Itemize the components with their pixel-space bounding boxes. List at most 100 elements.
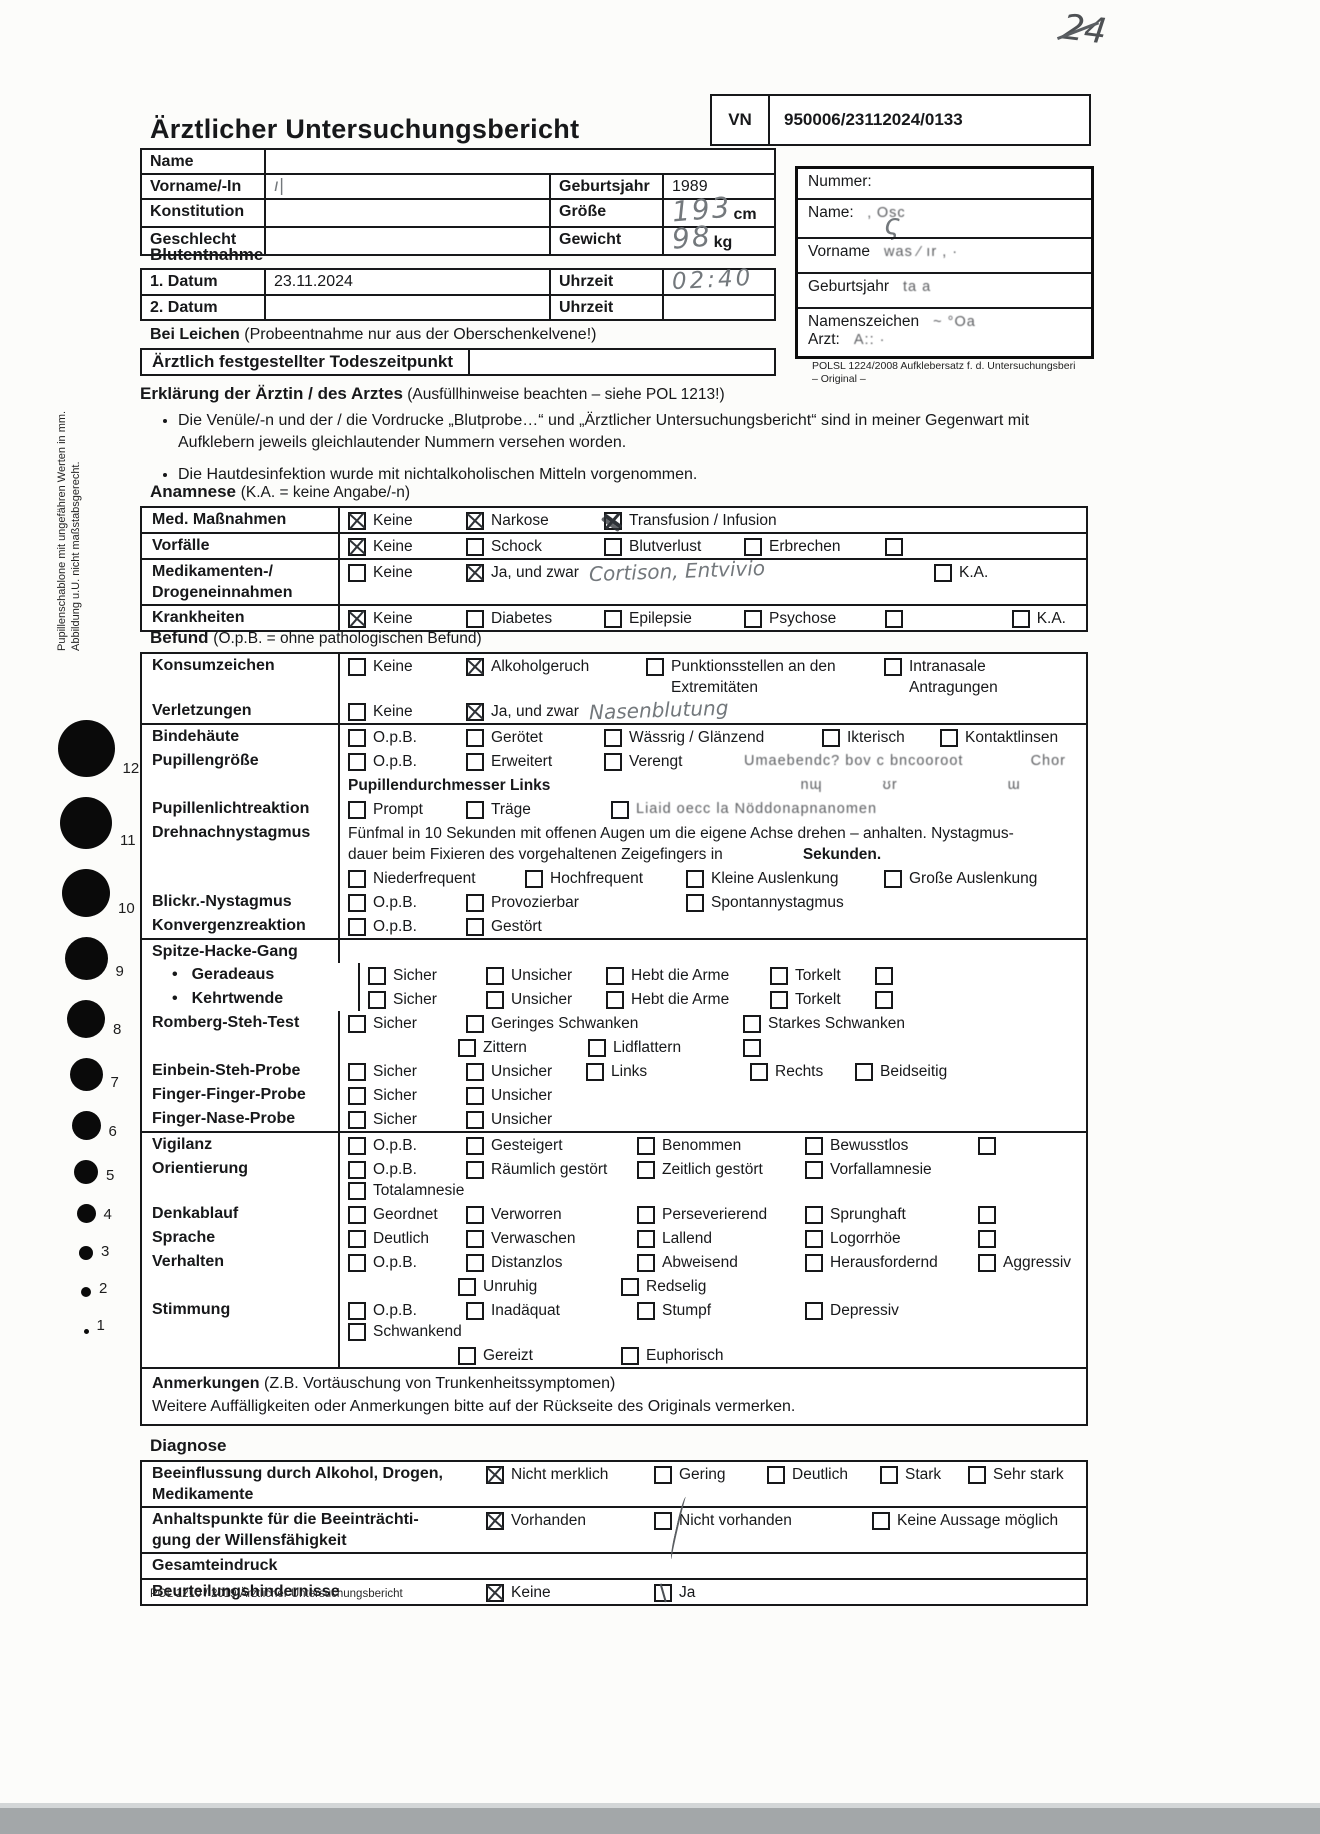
blood-draw-table: 1. Datum 23.11.2024 Uhrzeit 02:40 2. Datum Uh… — [140, 265, 776, 321]
option-item: Geringes Schwanken — [466, 1013, 735, 1034]
checkbox — [770, 991, 788, 1009]
row-label-text: Vorfälle — [152, 537, 210, 554]
checkbox — [885, 538, 903, 556]
checkbox — [743, 1015, 761, 1033]
option-item: Zittern — [458, 1037, 580, 1058]
option-label: Abweisend — [662, 1254, 738, 1271]
pupil-size-label: 2 — [99, 1280, 108, 1297]
option-label: Perseverierend — [662, 1206, 768, 1223]
option-label: Starkes Schwanken — [768, 1015, 905, 1032]
option-label: Sprunghaft — [830, 1206, 906, 1223]
checkbox — [637, 1302, 655, 1320]
smudged-print: ɯ — [1007, 777, 1021, 793]
field-label: Geschlecht — [142, 226, 264, 254]
option-item — [978, 1204, 1003, 1224]
row-label-text: Romberg-Steh-Test — [152, 1014, 300, 1031]
form-row: • Kehrtwende Sicher Unsicher Hebt die Arme To… — [142, 987, 1086, 1011]
sticker-field-label: Nummer: — [808, 173, 872, 190]
checkbox — [466, 1137, 484, 1155]
option-item: Logorrhöe — [805, 1228, 970, 1249]
row-label: Sprache — [142, 1226, 340, 1250]
option-item: Unsicher — [486, 965, 598, 986]
row-label-text: Drehnachnystagmus — [152, 824, 311, 841]
row-options: O.p.B. Provozierbar Spontannystagmus — [340, 890, 1086, 914]
checkbox — [606, 967, 624, 985]
pupil-size-label: 7 — [110, 1074, 119, 1091]
blood-draw-heading: Blutentnahme — [150, 245, 264, 264]
option-label: K.A. — [959, 564, 989, 581]
checkbox — [348, 1206, 366, 1224]
option-item: Blutverlust — [604, 536, 736, 557]
pupil-size-label: 11 — [120, 832, 136, 849]
pupil-size-template: 12 11 10 9 8 7 6 5 4 3 2 1 — [46, 720, 142, 1354]
option-item: Hochfrequent — [525, 868, 678, 889]
option-label: Deutlich — [373, 1230, 429, 1247]
option-item: Euphorisch — [621, 1345, 751, 1366]
option-label: Narkose — [491, 512, 549, 529]
option-label: Zeitlich gestört — [662, 1161, 763, 1178]
option-item: Narkose — [466, 510, 596, 531]
declaration-title: Erklärung der Ärztin / des Arztes — [140, 384, 403, 403]
option-item: Liaid oecc la Nöddonapnanomen — [611, 799, 877, 820]
anamnesis-section: Anamnese (K.A. = keine Angabe/-n) Med. M… — [140, 482, 1088, 632]
handwritten-note: Nasenblutung — [588, 695, 729, 725]
doctor-declaration: Erklärung der Ärztin / des Arztes (Ausfü… — [140, 384, 1088, 496]
form-row: Einbein-Steh-Probe Sicher Unsicher Links Rec… — [142, 1059, 1086, 1083]
handwritten-mark: ı| — [274, 176, 285, 196]
row-label — [142, 1035, 340, 1059]
form-number-footer: POL 1210 / 2019 Ärztlicher Untersuchungs… — [150, 1588, 403, 1600]
option-item: Links — [586, 1061, 742, 1082]
option-item: Verwaschen — [466, 1228, 629, 1249]
checked-checkbox — [466, 703, 484, 721]
form-row: Pupillenlichtreaktion Prompt Träge Liaid oe… — [142, 797, 1086, 821]
row-label-text: Verhalten — [152, 1253, 225, 1270]
option-item: Alkoholgeruch — [466, 656, 638, 677]
bullet-icon: • — [172, 990, 178, 1007]
checked-checkbox — [466, 658, 484, 676]
row-text-bold: Sekunden. — [802, 846, 882, 863]
row-label: Medikamenten-/ Drogeneinnahmen — [142, 560, 340, 604]
row-label-text: Med. Maßnahmen — [152, 511, 287, 528]
unit-label: kg — [713, 234, 733, 251]
pupil-circle-11 — [60, 797, 112, 849]
option-item: Unsicher — [466, 1109, 596, 1130]
option-item: Kleine Auslenkung — [686, 868, 876, 889]
row-text: dauer beim Fixieren des vorgehaltenen Ze… — [348, 846, 723, 863]
checked-checkbox — [466, 512, 484, 530]
option-item: Provozierbar — [466, 892, 678, 913]
option-label: Bewusstlos — [830, 1137, 909, 1154]
form-row: Romberg-Steh-Test Sicher Geringes Schwanke… — [142, 1011, 1086, 1035]
checkbox — [348, 1137, 366, 1155]
row-label: Stimmung — [142, 1298, 340, 1343]
corpse-note: Bei Leichen (Probeentnahme nur aus der O… — [150, 326, 596, 344]
option-item: Keine Aussage möglich — [872, 1510, 1058, 1531]
checkbox — [744, 610, 762, 628]
option-label: Keine — [511, 1584, 551, 1601]
option-label: Euphorisch — [646, 1347, 724, 1364]
option-item: Gerötet — [466, 727, 596, 748]
option-label: O.p.B. — [373, 1161, 417, 1178]
option-item: Kontaktlinsen — [940, 727, 1058, 748]
smudged-print: Liaid oecc la Nöddonapnanomen — [636, 801, 878, 817]
option-label: Kleine Auslenkung — [711, 870, 839, 887]
option-item: Erweitert — [466, 751, 596, 772]
pupil-row: 8 — [46, 1000, 142, 1038]
row-options: Sicher Unsicher Hebt die Arme Torkelt — [360, 963, 1086, 987]
checkbox — [588, 1039, 606, 1057]
sticker-field-label-line2: Arzt: A:: · — [808, 331, 1081, 349]
checkbox — [604, 538, 622, 556]
form-row: Vigilanz O.p.B. Gesteigert Benommen Bewusstl… — [142, 1131, 1086, 1157]
checkbox — [466, 894, 484, 912]
checkbox — [348, 870, 366, 888]
row-label-text: Konvergenzreaktion — [152, 917, 306, 934]
form-row: Anhaltspunkte für die Beeinträchti-gung … — [142, 1506, 1086, 1552]
option-label: Erbrechen — [769, 538, 841, 555]
bullet-icon: • — [172, 966, 178, 983]
row-options: Pupillendurchmesser Links nɰ ʊr ɯ — [340, 773, 1086, 797]
row-label: Verletzungen — [142, 699, 340, 723]
checkbox — [348, 894, 366, 912]
row-label: Pupillengröße — [142, 749, 340, 773]
row-label: Verhalten — [142, 1250, 340, 1274]
row-label: Beurteilungshindernisse — [142, 1580, 478, 1604]
